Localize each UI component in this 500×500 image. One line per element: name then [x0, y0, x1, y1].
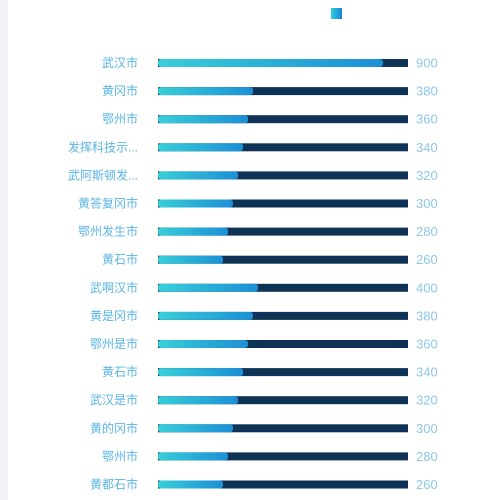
value-label: 360 [416, 337, 438, 352]
value-label: 900 [416, 56, 438, 71]
bar-track [158, 368, 408, 377]
bar-track [158, 480, 408, 489]
value-label: 280 [416, 224, 438, 239]
left-edge-strip [0, 0, 8, 500]
bar[interactable] [158, 87, 253, 96]
bar-track [158, 340, 408, 348]
bar[interactable] [158, 311, 253, 320]
category-label: 鄂州发生市 [78, 224, 138, 239]
category-label: 鄂州是市 [90, 336, 138, 351]
category-label: 鄂州市 [102, 448, 138, 463]
bar-track [158, 255, 408, 264]
value-label: 300 [416, 196, 438, 211]
bar-track [158, 143, 408, 152]
category-label: 武汉是市 [90, 392, 138, 407]
value-label: 260 [416, 477, 438, 492]
legend[interactable] [331, 6, 347, 20]
category-label: 黄是冈市 [90, 308, 138, 323]
value-label: 260 [416, 252, 438, 267]
category-label: 黄都石市 [90, 477, 138, 492]
category-label: 黄的冈市 [90, 420, 138, 435]
bar[interactable] [158, 171, 238, 180]
bar[interactable] [158, 283, 258, 292]
bar-track [158, 424, 408, 433]
bar[interactable] [158, 424, 233, 433]
bar-track [158, 396, 408, 405]
category-label: 黄答复冈市 [78, 196, 138, 211]
bar[interactable] [158, 396, 238, 405]
bar-track [158, 452, 408, 461]
category-label: 黄石市 [102, 364, 138, 379]
bar-track [158, 199, 408, 208]
value-label: 400 [416, 280, 438, 295]
bar[interactable] [158, 480, 223, 489]
value-label: 320 [416, 393, 438, 408]
value-label: 340 [416, 140, 438, 155]
category-label: 发挥科技示... [68, 139, 138, 154]
category-label: 武啊汉市 [90, 280, 138, 295]
bar[interactable] [158, 199, 233, 208]
bar-track [158, 227, 408, 236]
value-label: 320 [416, 168, 438, 183]
value-label: 300 [416, 421, 438, 436]
value-label: 360 [416, 112, 438, 127]
category-label: 黄石市 [102, 252, 138, 267]
bar-track [158, 87, 408, 96]
bar[interactable] [158, 255, 223, 264]
value-label: 280 [416, 449, 438, 464]
bar-track [158, 311, 408, 320]
bar-track [158, 115, 408, 124]
bar[interactable] [158, 227, 228, 236]
value-label: 380 [416, 308, 438, 323]
category-label: 武阿斯顿发... [68, 167, 138, 182]
bar[interactable] [158, 452, 228, 461]
bar[interactable] [158, 59, 383, 67]
category-label: 黄冈市 [102, 83, 138, 98]
legend-swatch [331, 7, 342, 19]
bar[interactable] [158, 143, 243, 152]
bar[interactable] [158, 340, 248, 348]
bar[interactable] [158, 368, 243, 377]
category-label: 鄂州市 [102, 111, 138, 126]
category-label: 武汉市 [102, 55, 138, 70]
value-label: 340 [416, 365, 438, 380]
bar[interactable] [158, 115, 248, 124]
bar-track [158, 171, 408, 180]
bar-track [158, 283, 408, 292]
value-label: 380 [416, 84, 438, 99]
